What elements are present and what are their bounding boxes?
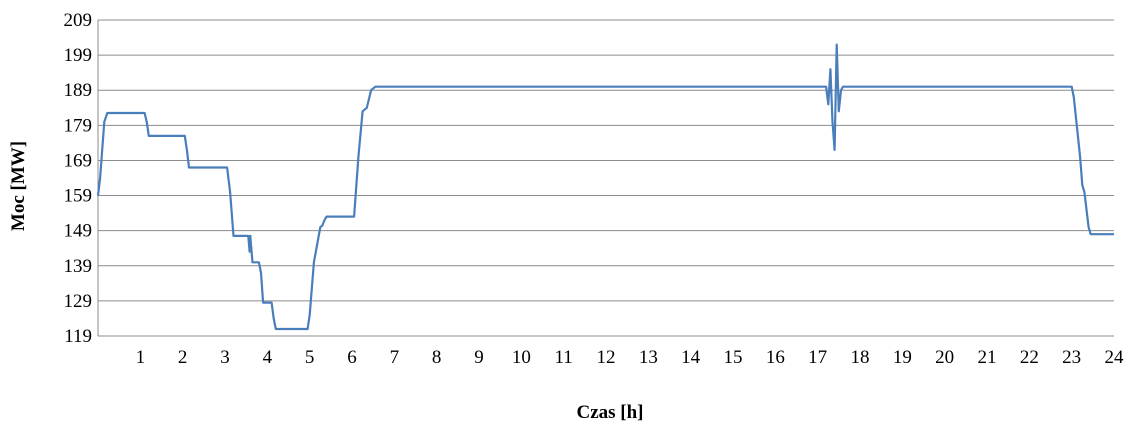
x-tick-label: 15	[724, 347, 743, 368]
x-tick-label: 5	[305, 347, 315, 368]
x-tick-label: 6	[347, 347, 357, 368]
x-tick-label: 17	[808, 347, 827, 368]
x-tick-label: 19	[893, 347, 912, 368]
series-line	[96, 43, 1114, 331]
y-tick-label: 189	[64, 80, 93, 101]
x-tick-label: 10	[512, 347, 531, 368]
x-tick-label: 24	[1105, 347, 1125, 368]
y-tick-label: 119	[64, 326, 92, 347]
x-tick-label: 11	[555, 347, 573, 368]
y-tick-label: 169	[64, 150, 93, 171]
x-tick-label: 8	[432, 347, 442, 368]
x-tick-label: 7	[390, 347, 400, 368]
y-tick-label: 209	[64, 10, 93, 31]
y-axis-title: Moc [MW]	[8, 141, 29, 231]
y-axis-tick-labels: 209 199 189 179 169 159 149 139 129 119	[64, 10, 93, 347]
x-tick-label: 1	[136, 347, 146, 368]
x-tick-label: 23	[1062, 347, 1081, 368]
x-tick-label: 4	[263, 347, 273, 368]
x-tick-label: 9	[474, 347, 484, 368]
x-axis-title: Czas [h]	[576, 402, 643, 423]
x-tick-label: 12	[597, 347, 616, 368]
x-tick-label: 13	[639, 347, 658, 368]
x-tick-label: 18	[851, 347, 870, 368]
y-tick-label: 149	[64, 221, 93, 242]
x-tick-label: 14	[681, 347, 701, 368]
y-tick-label: 129	[64, 291, 93, 312]
y-tick-label: 139	[64, 256, 93, 277]
x-tick-label: 2	[178, 347, 188, 368]
x-axis-tick-labels: 1 2 3 4 5 6 7 8 9 10 11 12 13 14 15 16 17 18 19 20 21 22 23 24	[136, 347, 1124, 368]
x-tick-label: 21	[978, 347, 997, 368]
y-tick-label: 159	[64, 186, 93, 207]
x-tick-label: 20	[935, 347, 954, 368]
y-tick-label: 199	[64, 45, 93, 66]
x-tick-label: 16	[766, 347, 785, 368]
x-tick-label: 22	[1020, 347, 1039, 368]
gridlines	[98, 19, 1114, 337]
y-tick-label: 179	[64, 115, 93, 136]
x-tick-label: 3	[220, 347, 230, 368]
